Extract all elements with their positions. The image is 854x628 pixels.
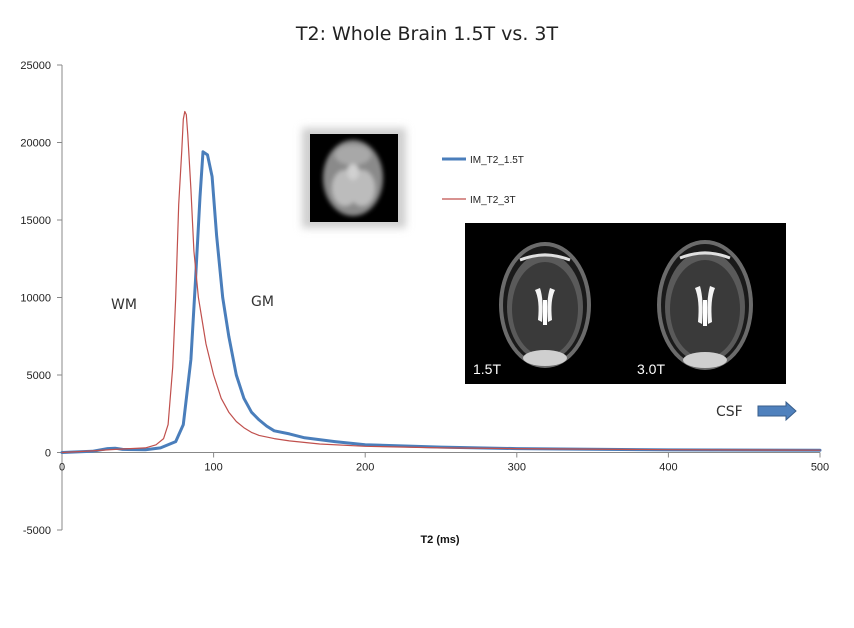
annotation-csf: CSF bbox=[716, 404, 743, 420]
x-tick-label: 500 bbox=[811, 462, 829, 474]
x-tick-label: 100 bbox=[204, 462, 222, 474]
x-tick-label: 300 bbox=[508, 462, 526, 474]
y-tick-label: 10000 bbox=[20, 293, 51, 305]
x-tick-label: 400 bbox=[659, 462, 677, 474]
y-tick-label: 20000 bbox=[20, 138, 51, 150]
series-line-3t bbox=[61, 110, 821, 454]
x-tick-label: 0 bbox=[59, 462, 65, 474]
mri-comparison-panel: 1.5T 3.0T bbox=[465, 223, 786, 384]
y-tick-label: 25000 bbox=[20, 60, 51, 72]
mri-label-1-5t: 1.5T bbox=[473, 361, 501, 377]
mri-slice-1-5t bbox=[499, 242, 591, 368]
legend-label-1-5t: IM_T2_1.5T bbox=[470, 155, 524, 166]
chart-title: T2: Whole Brain 1.5T vs. 3T bbox=[295, 23, 559, 45]
x-axis: 0 100 200 300 400 500 bbox=[59, 452, 829, 474]
csf-arrow-icon bbox=[757, 400, 797, 422]
y-tick-label: -5000 bbox=[23, 525, 51, 537]
y-axis: -5000 0 5000 10000 15000 20000 25000 bbox=[20, 60, 63, 537]
brain-thumbnail-image bbox=[302, 128, 406, 228]
y-tick-label: 15000 bbox=[20, 215, 51, 227]
y-tick-label: 0 bbox=[45, 448, 51, 460]
mri-label-3t: 3.0T bbox=[637, 361, 665, 377]
series-layer bbox=[60, 110, 822, 454]
y-tick-label: 5000 bbox=[27, 370, 51, 382]
legend: IM_T2_1.5T IM_T2_3T bbox=[442, 155, 524, 206]
annotation-wm: WM bbox=[111, 297, 137, 313]
legend-label-3t: IM_T2_3T bbox=[470, 195, 516, 206]
x-axis-label: T2 (ms) bbox=[420, 534, 459, 546]
series-line-1-5t bbox=[60, 150, 822, 454]
annotation-gm: GM bbox=[251, 294, 274, 310]
mri-slice-3t bbox=[657, 240, 753, 370]
x-tick-label: 200 bbox=[356, 462, 374, 474]
